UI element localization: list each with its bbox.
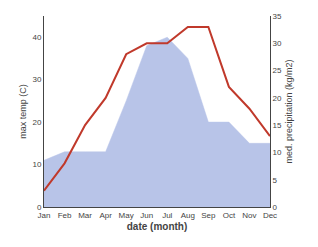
svg-text:10: 10 (32, 160, 41, 169)
svg-text:Aug: Aug (181, 211, 195, 220)
svg-text:0: 0 (273, 203, 278, 212)
svg-text:35: 35 (273, 12, 282, 21)
svg-text:Feb: Feb (58, 211, 72, 220)
svg-text:Oct: Oct (223, 211, 236, 220)
svg-text:30: 30 (273, 39, 282, 48)
svg-text:max temp (C): max temp (C) (18, 84, 28, 139)
svg-text:15: 15 (273, 121, 282, 130)
svg-text:Mar: Mar (78, 211, 92, 220)
svg-text:Apr: Apr (99, 211, 112, 220)
svg-text:20: 20 (273, 94, 282, 103)
svg-text:0: 0 (37, 203, 42, 212)
svg-text:25: 25 (273, 66, 282, 75)
svg-text:Dec: Dec (263, 211, 277, 220)
svg-text:20: 20 (32, 118, 41, 127)
svg-text:Jun: Jun (140, 211, 153, 220)
svg-text:Nov: Nov (242, 211, 256, 220)
svg-text:40: 40 (32, 33, 41, 42)
svg-text:5: 5 (273, 176, 278, 185)
svg-text:Jul: Jul (162, 211, 172, 220)
svg-text:date (month): date (month) (127, 221, 188, 232)
svg-text:med. precipitation (kg/m2): med. precipitation (kg/m2) (284, 59, 294, 163)
svg-text:May: May (119, 211, 134, 220)
svg-text:30: 30 (32, 75, 41, 84)
svg-text:Sep: Sep (201, 211, 216, 220)
svg-text:10: 10 (273, 148, 282, 157)
svg-text:Jan: Jan (38, 211, 51, 220)
